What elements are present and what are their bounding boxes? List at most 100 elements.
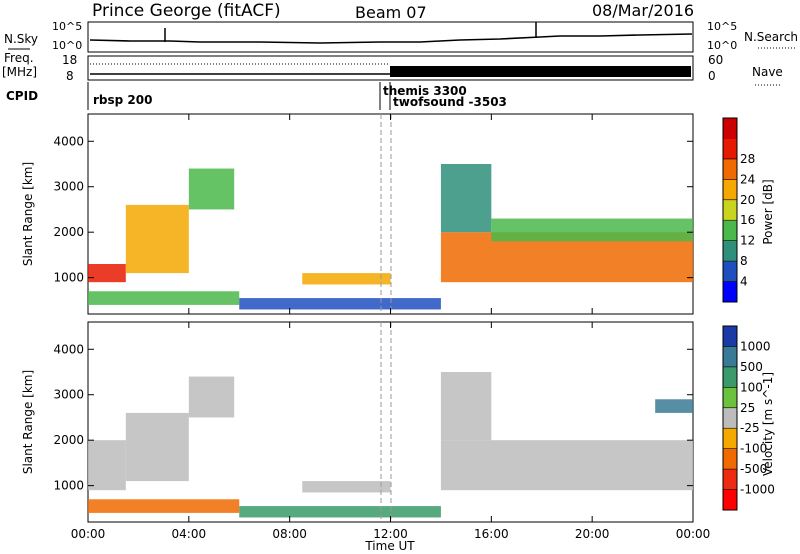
power-colorbar-tick-label: 8	[740, 254, 748, 268]
velocity-ytick-label: 1000	[53, 479, 84, 493]
velocity-colorbar-swatch	[723, 407, 737, 429]
power-ytick-label: 2000	[53, 225, 84, 239]
nsky-scale-bottom-left: 10^0	[52, 39, 82, 52]
xtick-label: 12:00	[373, 527, 408, 541]
velocity-colorbar-tick-label: 1000	[740, 339, 771, 353]
power-colorbar-label: Power [dB]	[761, 179, 775, 244]
power-colorbar-tick-label: 4	[740, 275, 748, 289]
velocity-echo-band	[88, 499, 240, 513]
nsky-label: N.Sky	[4, 32, 38, 46]
nsky-panel	[87, 21, 694, 53]
nsearch-label: N.Search	[744, 30, 798, 44]
nsky-trace	[89, 33, 693, 44]
velocity-colorbar-label-text: Velocity [m s^-1]	[761, 372, 775, 476]
velocity-echo-band	[302, 481, 391, 493]
velocity-colorbar-ticks: 1000 500 100 25 -25 -100 -500 -1000	[723, 339, 775, 497]
power-ytick-label: 1000	[53, 271, 84, 285]
nsky-scale-top-left: 10^5	[52, 20, 82, 33]
power-colorbar-swatch	[723, 138, 737, 160]
power-ytick-label: 3000	[53, 180, 84, 194]
velocity-colorbar-swatch	[723, 469, 737, 491]
velocity-colorbar-swatches	[722, 325, 738, 511]
power-echo-band	[302, 273, 391, 285]
power-colorbar: 4 8 12 16 20 24 28 Power [dB]	[722, 117, 775, 303]
velocity-colorbar-swatch	[723, 387, 737, 409]
cpid-entry-1: rbsp 200	[93, 93, 152, 107]
velocity-echo-band	[440, 372, 492, 441]
beam-title: Beam 07	[355, 3, 427, 22]
velocity-colorbar-swatch	[723, 366, 737, 388]
velocity-colorbar-tick-label: -100	[740, 442, 767, 456]
power-echo-band	[491, 218, 693, 242]
velocity-echo-band	[239, 506, 441, 518]
freq-dense-block	[390, 66, 691, 77]
power-colorbar-swatch	[723, 158, 737, 180]
xtick-label: 04:00	[172, 527, 207, 541]
nave-label: Nave	[752, 65, 783, 79]
xtick-label: 00:00	[676, 527, 711, 541]
nsky-scale-bottom-right: 10^0	[707, 39, 737, 52]
velocity-colorbar-tick-label: -25	[740, 421, 760, 435]
cpid-label: CPID	[6, 89, 38, 103]
velocity-colorbar: 1000 500 100 25 -25 -100 -500 -1000 Velocity [m…	[722, 325, 775, 511]
velocity-echo-band	[655, 399, 693, 413]
power-ylabel: Slant Range [km]	[21, 162, 35, 266]
velocity-echo-band	[188, 376, 235, 418]
velocity-colorbar-tick-label: 500	[740, 360, 763, 374]
power-colorbar-swatch	[723, 220, 737, 242]
velocity-colorbar-swatch	[723, 346, 737, 368]
power-echo-band	[88, 264, 126, 283]
cpid-entry-2: themis 3300	[383, 84, 467, 98]
power-yticks: 1000 2000 3000 4000	[53, 134, 693, 285]
power-echo-band	[88, 291, 240, 305]
time-axis-ticks: 00:00 04:00 08:00 12:00 16:00 20:00 00:00	[71, 114, 711, 541]
power-echo-band	[188, 168, 235, 210]
power-panel: Slant Range [km] 1000 2000 3000 4000	[21, 113, 694, 315]
power-colorbar-swatch	[723, 199, 737, 221]
power-colorbar-tick-label: 28	[740, 152, 755, 166]
freq-tick-bottom: 8	[66, 69, 74, 83]
freq-tick-top: 18	[62, 53, 77, 67]
velocity-echo-bands	[88, 372, 693, 518]
velocity-colorbar-frame	[722, 325, 738, 511]
station-title: Prince George (fitACF)	[92, 1, 281, 21]
velocity-colorbar-tick-label: 25	[740, 401, 755, 415]
xtick-label: 20:00	[575, 527, 610, 541]
freq-label-line2: [MHz]	[2, 65, 37, 79]
velocity-ylabel: Slant Range [km]	[21, 370, 35, 474]
nave-tick-top: 60	[708, 53, 723, 67]
power-colorbar-swatch	[723, 118, 737, 139]
velocity-colorbar-swatch	[723, 489, 737, 511]
velocity-echo-band	[125, 412, 189, 482]
velocity-echo-band	[88, 440, 126, 491]
velocity-colorbar-swatch	[723, 326, 737, 347]
date-title: 08/Mar/2016	[592, 1, 694, 20]
power-echo-band	[239, 298, 441, 310]
freq-panel	[87, 55, 694, 81]
velocity-ytick-label: 2000	[53, 433, 84, 447]
power-colorbar-swatch	[723, 240, 737, 262]
xtick-label: 16:00	[474, 527, 509, 541]
velocity-colorbar-swatch	[723, 448, 737, 470]
power-colorbar-swatch	[723, 179, 737, 201]
nave-tick-bottom: 0	[708, 69, 716, 83]
velocity-colorbar-tick-label: -1000	[740, 483, 775, 497]
velocity-colorbar-tick-label: 100	[740, 380, 763, 394]
freq-label-line1: Freq.	[4, 51, 34, 65]
power-colorbar-ticks: 4 8 12 16 20 24 28	[723, 152, 755, 289]
velocity-colorbar-label: Velocity [m s^-1]	[761, 372, 775, 476]
nsky-scale-top-right: 10^5	[707, 20, 737, 33]
velocity-panel: Slant Range [km] 1000 2000 3000 4000	[21, 321, 694, 523]
power-colorbar-swatch	[723, 281, 737, 303]
cpid-entry-3: twofsound -3503	[393, 95, 507, 109]
velocity-yticks: 1000 2000 3000 4000	[53, 342, 693, 493]
time-axis-label: Time UT	[364, 539, 415, 553]
velocity-colorbar-swatch	[723, 428, 737, 450]
power-colorbar-swatch	[723, 261, 737, 283]
power-colorbar-swatches	[722, 117, 738, 303]
power-echo-bands	[88, 164, 693, 310]
xtick-label: 00:00	[71, 527, 106, 541]
power-colorbar-tick-label: 20	[740, 193, 755, 207]
power-colorbar-tick-label: 24	[740, 172, 755, 186]
